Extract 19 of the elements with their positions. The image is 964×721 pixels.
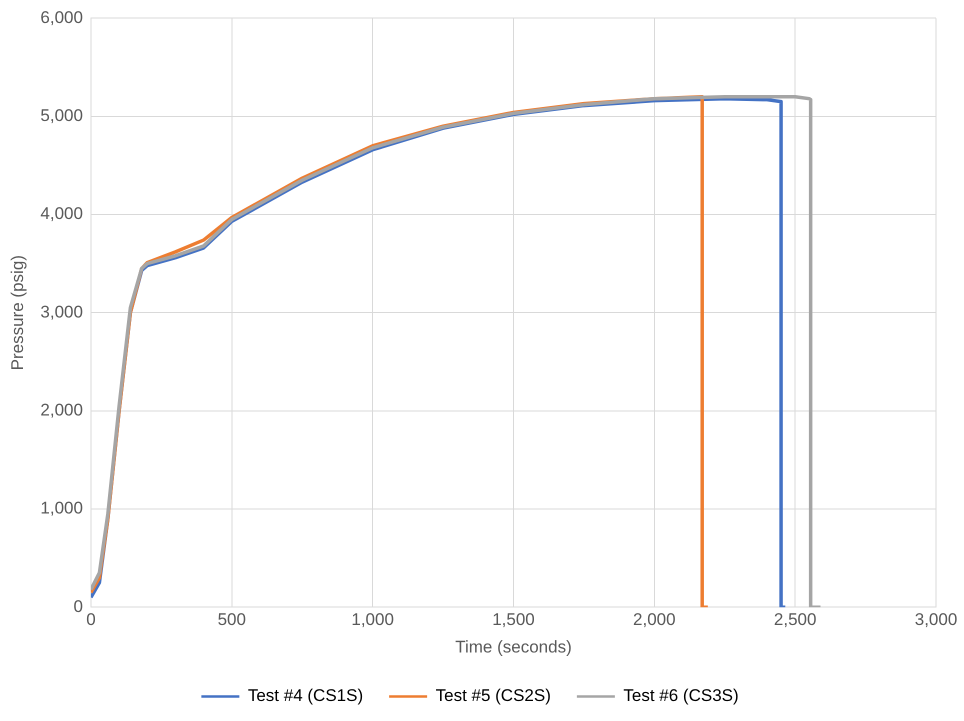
legend-label: Test #5 (CS2S) (436, 686, 551, 706)
legend-label: Test #6 (CS3S) (623, 686, 739, 706)
y-tick-label: 6,000 (40, 8, 83, 27)
y-tick-label: 5,000 (40, 106, 83, 126)
y-tick-label: 0 (73, 596, 83, 616)
x-tick-label: 1,500 (492, 610, 535, 630)
x-tick-label: 2,500 (774, 610, 816, 630)
x-tick-label: 500 (218, 610, 246, 630)
x-tick-label: 3,000 (914, 610, 958, 630)
y-tick-label: 4,000 (40, 204, 83, 224)
legend-label: Test #4 (CS1S) (248, 686, 364, 706)
y-tick-label: 1,000 (40, 498, 83, 518)
x-tick-label: 1,000 (351, 610, 394, 630)
y-axis-title: Pressure (psig) (8, 255, 27, 370)
x-tick-label: 2,000 (633, 610, 676, 630)
x-axis-title: Time (seconds) (455, 637, 572, 656)
y-tick-label: 2,000 (40, 400, 83, 420)
x-tick-label: 0 (86, 610, 96, 630)
y-tick-label: 3,000 (40, 302, 83, 322)
